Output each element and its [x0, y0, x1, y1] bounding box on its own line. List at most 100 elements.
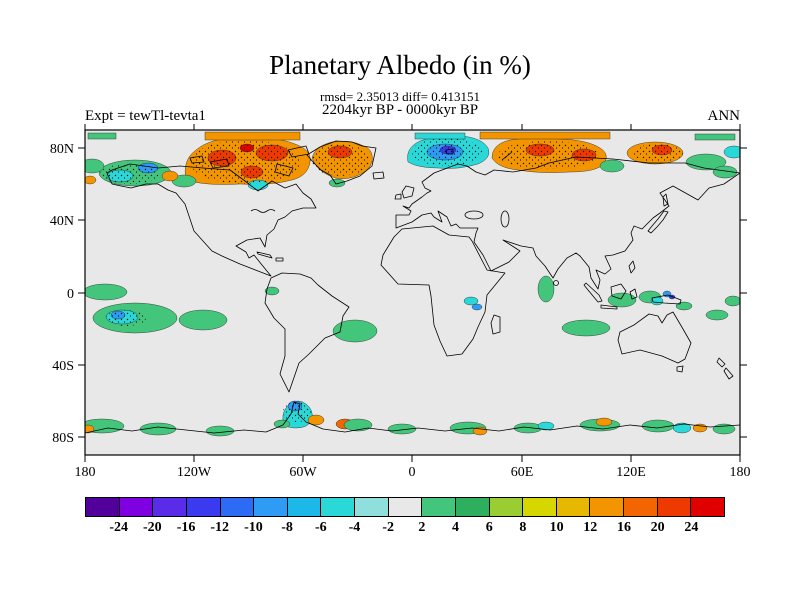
season-label: ANN — [707, 108, 741, 124]
colorbar-tick-label: -20 — [143, 520, 162, 535]
colorbar-segment — [522, 497, 557, 517]
colorbar-tick-label: -6 — [314, 520, 327, 535]
colorbar-tick-label: 8 — [519, 520, 527, 535]
colorbar-segment — [354, 497, 389, 517]
anomaly-blob — [343, 418, 373, 432]
anomaly-blob — [694, 133, 736, 141]
lon-tick-label: 180 — [730, 465, 751, 480]
great-lakes — [250, 209, 276, 213]
coastline-novaya-zemlya — [501, 151, 513, 161]
anomaly-south-atlantic — [332, 319, 378, 343]
anomaly-blob — [479, 131, 611, 140]
coastlines — [85, 140, 740, 434]
anomaly-blob — [87, 132, 117, 140]
lat-tick-label: 40S — [52, 359, 74, 374]
lon-tick-label: 120E — [616, 465, 646, 480]
colorbar-segment — [387, 497, 423, 517]
colorbar-segment — [589, 497, 624, 517]
colorbar-segment — [656, 497, 692, 517]
anomaly-blob — [705, 309, 729, 321]
coastline-svalbard — [445, 148, 454, 155]
colorbar-segment — [85, 497, 120, 517]
experiment-label: Expt = tewTl-tevta1 — [85, 108, 206, 124]
lat-tick-label: 40N — [50, 214, 74, 229]
anomaly-blob — [85, 418, 125, 434]
colorbar-segment — [152, 497, 187, 517]
colorbar-tick-label: 4 — [452, 520, 460, 535]
colorbar-segments — [85, 497, 725, 517]
lat-tick-label: 80S — [52, 431, 74, 446]
coastline-new-zealand — [723, 367, 734, 380]
coastline-japan — [647, 210, 669, 234]
anomaly-blob — [595, 417, 613, 427]
colorbar-segment — [219, 497, 255, 517]
coastline-ireland — [394, 193, 402, 200]
coastline-tasmania — [676, 365, 684, 373]
colorbar-segment — [623, 497, 658, 517]
lat-tick-label: 80N — [50, 142, 74, 157]
axis-ticks — [78, 124, 747, 462]
coastline-antarctica — [85, 401, 740, 434]
anomaly-blob — [387, 423, 417, 435]
anomaly-blob — [607, 292, 637, 308]
anomaly-blob — [599, 159, 625, 173]
colorbar-segment — [454, 497, 490, 517]
colorbar-segment — [690, 497, 725, 517]
coastline-sumatra — [583, 282, 603, 303]
coastline-uk — [401, 185, 415, 199]
coastline-new-zealand — [716, 357, 726, 368]
anomaly-blob — [178, 309, 228, 331]
coastline-sakhalin — [662, 193, 669, 207]
anomaly-blob — [471, 303, 483, 311]
coastline-iceland — [372, 171, 385, 180]
coastline-madagascar — [490, 314, 501, 335]
caspian-sea — [500, 210, 510, 228]
anomaly-blob — [675, 301, 693, 311]
colorbar-segment — [320, 497, 355, 517]
colorbar-tick-label: 24 — [684, 520, 699, 535]
black-sea — [464, 210, 484, 220]
stats-line: rmsd= 2.35013 diff= 0.413151 — [320, 89, 480, 104]
colorbar-tick-label: 6 — [485, 520, 493, 535]
anomaly-blob — [328, 178, 346, 188]
colorbar-labels: -24 -20 -16 -12 -10 -8 -6 -4 -2 2 4 6 8 10 12 16 20 24 — [85, 520, 725, 538]
colorbar-segment — [253, 497, 288, 517]
coastline-africa — [380, 225, 506, 357]
colorbar-tick-label: -24 — [109, 520, 129, 535]
anomaly-indian-ocean — [561, 319, 611, 337]
plot-title: Planetary Albedo (in %) — [269, 50, 531, 80]
coastline-hispaniola — [275, 257, 284, 262]
coastline-java — [600, 304, 618, 310]
colorbar-tick-label: 16 — [616, 520, 631, 535]
colorbar-segment — [488, 497, 524, 517]
anomaly-blob — [205, 425, 235, 437]
anomaly-blob — [712, 165, 738, 179]
coastline-sri-lanka — [553, 280, 559, 286]
colorbar-segment — [421, 497, 456, 517]
colorbar-tick-label: 20 — [650, 520, 665, 535]
lon-tick-label: 0 — [409, 465, 416, 480]
anomaly-blob — [414, 132, 466, 140]
lon-tick-label: 60E — [511, 465, 534, 480]
lon-tick-label: 60W — [289, 465, 317, 480]
colorbar-tick-label: 12 — [583, 520, 598, 535]
coastline-greenland — [306, 140, 377, 185]
coastline-arctic-islands — [274, 163, 294, 177]
anomaly-blob — [161, 170, 179, 182]
anomaly-blob — [724, 295, 740, 307]
colorbar-tick-label: -16 — [176, 520, 196, 535]
coastline-arctic-islands — [209, 158, 230, 169]
colorbar-tick-label: -8 — [281, 520, 293, 535]
coastline-north-america — [106, 163, 317, 277]
colorbar-segment — [286, 497, 322, 517]
lat-tick-label: 0 — [67, 287, 74, 302]
colorbar-tick-label: -12 — [210, 520, 230, 535]
colorbar-tick-label: 10 — [549, 520, 564, 535]
anomaly-blob — [85, 158, 105, 174]
anomaly-blob — [723, 145, 740, 159]
colorbar-segment — [555, 497, 591, 517]
coastline-sulawesi — [629, 288, 638, 300]
lon-tick-label: 180 — [75, 465, 96, 480]
